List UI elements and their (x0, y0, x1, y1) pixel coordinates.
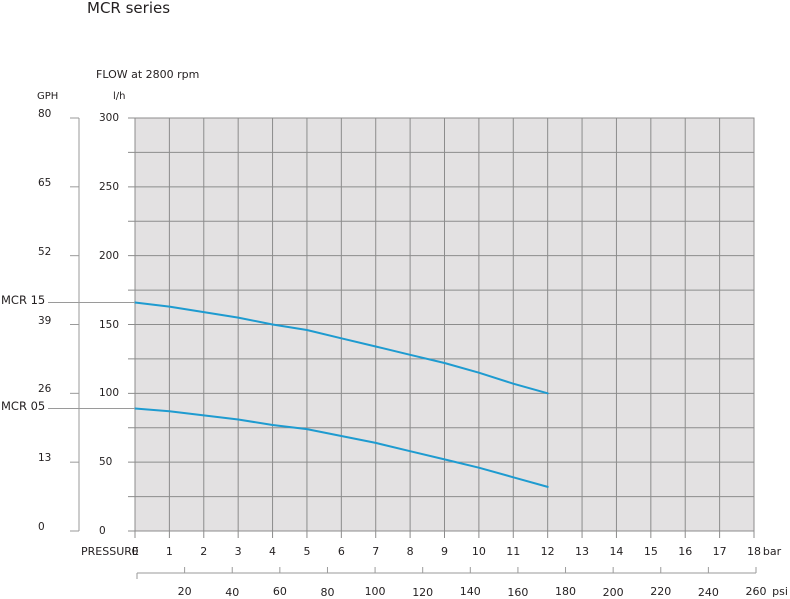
bar-tick-label: 0 (131, 545, 139, 558)
gph-tick-label: 26 (38, 383, 52, 396)
bar-unit-label: bar (762, 545, 782, 558)
lh-tick-label: 200 (99, 249, 120, 262)
psi-tick-label: 260 (745, 585, 767, 598)
bar-tick-label: 16 (678, 545, 693, 558)
gph-tick-label: 52 (38, 245, 52, 258)
gph-tick-label: 0 (38, 521, 45, 533)
lh-tick-label: 250 (99, 180, 120, 193)
gph-tick-label: 39 (38, 314, 52, 327)
psi-tick-label: 20 (177, 585, 192, 598)
bar-tick-label: 5 (303, 545, 311, 558)
lh-tick-label: 50 (99, 456, 113, 469)
psi-tick-label: 140 (459, 585, 481, 598)
lh-tick-label: 300 (99, 112, 120, 124)
psi-tick-label: 120 (412, 586, 434, 599)
bar-tick-label: 6 (337, 545, 345, 558)
gph-tick-label: 80 (38, 108, 52, 120)
bar-tick-label: 11 (506, 545, 521, 558)
gph-unit-label: GPH (37, 91, 59, 102)
psi-tick-label: 60 (272, 585, 287, 598)
bar-tick-label: 8 (406, 545, 414, 558)
lh-unit-label: l/h (113, 91, 126, 102)
bar-tick-label: 15 (643, 545, 658, 558)
psi-tick-label: 200 (602, 586, 624, 599)
bar-tick-label: 3 (234, 545, 242, 558)
bar-tick-label: 17 (712, 545, 727, 558)
chart-title: MCR series (87, 0, 171, 17)
curve-mcr-15 (134, 301, 549, 395)
pressure-axis-label: PRESSURE (81, 545, 139, 558)
gph-tick-label: 13 (38, 452, 52, 465)
bar-tick-label: 18 (747, 545, 761, 558)
bar-tick-label: 10 (471, 545, 486, 558)
psi-unit-label: psi (772, 585, 788, 598)
bar-tick-label: 14 (609, 545, 624, 558)
plot-border (134, 117, 755, 532)
lh-tick-label: 0 (99, 525, 106, 537)
series-label: MCR 05 (1, 399, 46, 414)
chart-subtitle: FLOW at 2800 rpm (96, 68, 200, 81)
psi-tick-label: 160 (507, 586, 529, 599)
bar-tick-label: 7 (372, 545, 380, 558)
psi-tick-label: 100 (364, 585, 386, 598)
lh-tick-label: 100 (99, 387, 120, 400)
psi-tick-label: 40 (225, 586, 240, 599)
bar-tick-label: 1 (165, 545, 173, 558)
bar-tick-label: 12 (540, 545, 555, 558)
bar-tick-label: 2 (200, 545, 208, 558)
bar-tick-label: 9 (441, 545, 448, 558)
psi-tick-label: 220 (650, 585, 672, 598)
psi-tick-label: 80 (320, 586, 335, 599)
lh-tick-label: 150 (99, 318, 120, 331)
series-label: MCR 15 (1, 293, 46, 308)
psi-tick-label: 240 (697, 586, 719, 599)
bar-tick-label: 4 (269, 545, 277, 558)
psi-tick-label: 180 (555, 585, 577, 598)
bar-tick-label: 13 (575, 545, 590, 558)
curve-mcr-05 (134, 407, 549, 488)
gph-tick-label: 65 (38, 176, 52, 189)
